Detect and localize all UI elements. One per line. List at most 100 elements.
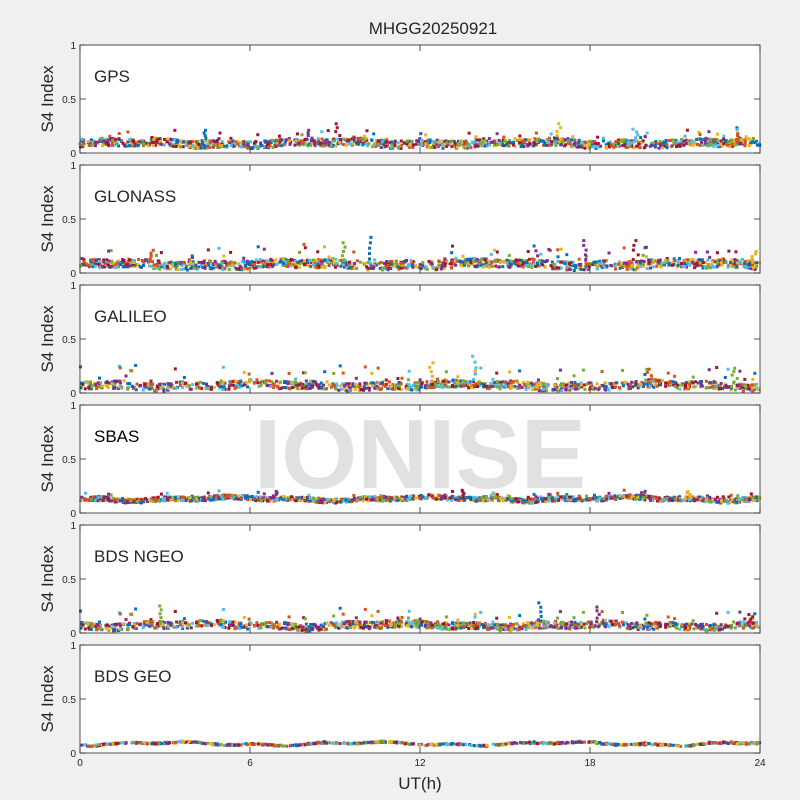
data-point [144,497,148,501]
data-point [113,266,117,270]
data-point [455,259,459,263]
data-point [339,258,343,262]
data-point [358,495,362,499]
data-point [107,492,111,496]
data-point [728,264,732,267]
data-point [470,386,474,390]
data-point [604,146,608,150]
data-point [105,142,109,146]
data-point [526,144,530,148]
data-point [350,267,354,270]
data-point [433,496,437,500]
data-point [559,143,563,147]
data-point [451,384,454,387]
data-point [648,384,652,388]
spike-point [634,136,638,140]
data-point [254,495,258,499]
data-point [191,265,194,269]
data-point [293,383,297,387]
data-point [165,139,169,143]
data-point [384,378,388,382]
data-point [471,263,475,267]
data-point [205,146,209,150]
data-point [509,383,513,387]
data-point [673,374,677,378]
data-point [629,141,633,145]
data-point [683,262,687,265]
data-point [498,141,502,145]
data-point [368,266,372,270]
data-point [237,144,241,148]
data-point [436,265,440,269]
y-axis-label: S4 Index [38,185,57,253]
data-point [536,262,539,265]
data-point [549,132,553,136]
data-points [79,354,760,393]
data-point [134,500,138,504]
data-point [567,262,571,266]
y-tick-label: 0.5 [62,215,76,226]
data-point [192,147,196,151]
data-point [489,493,493,497]
data-point [415,388,419,392]
data-point [348,262,352,266]
data-point [191,498,194,502]
spike-point [650,377,654,381]
data-point [685,387,688,391]
data-point [443,495,447,499]
data-point [284,381,288,384]
data-point [427,259,431,263]
data-point [150,264,154,268]
data-point [189,496,193,500]
data-point [655,264,659,268]
data-point [315,497,319,501]
data-point [656,260,660,264]
data-point [489,252,493,256]
data-point [618,497,622,500]
data-point [565,497,569,501]
data-point [542,385,546,389]
data-point [239,380,243,384]
data-point [556,389,560,393]
data-point [192,265,196,269]
data-point [208,139,212,143]
data-point [680,383,684,387]
data-point [712,380,716,384]
data-point [639,136,643,140]
data-point [648,144,652,148]
data-point [105,258,109,262]
data-point [325,143,328,147]
data-point [642,263,646,267]
data-point [380,499,384,503]
data-point [196,384,200,388]
data-point [489,382,493,386]
data-point [662,140,666,144]
data-point [93,144,97,148]
data-point [297,141,301,145]
data-point [683,385,687,389]
data-point [157,137,161,141]
data-point [627,139,631,143]
data-point [269,496,273,500]
data-point [716,261,719,265]
data-point [547,247,551,251]
data-point [730,497,734,501]
data-point [128,382,132,386]
data-point [618,387,622,391]
spike-point [202,131,206,135]
data-point [629,383,633,387]
data-point [537,264,541,268]
data-point [715,383,719,387]
data-point [678,497,682,501]
spike-point [582,239,586,243]
data-point [712,144,716,148]
data-point [518,499,522,502]
data-point [283,386,287,390]
data-point [117,144,120,148]
spike-point [430,374,434,378]
data-point [178,383,182,387]
data-point [308,379,312,383]
data-point [414,142,418,146]
data-point [105,380,109,384]
